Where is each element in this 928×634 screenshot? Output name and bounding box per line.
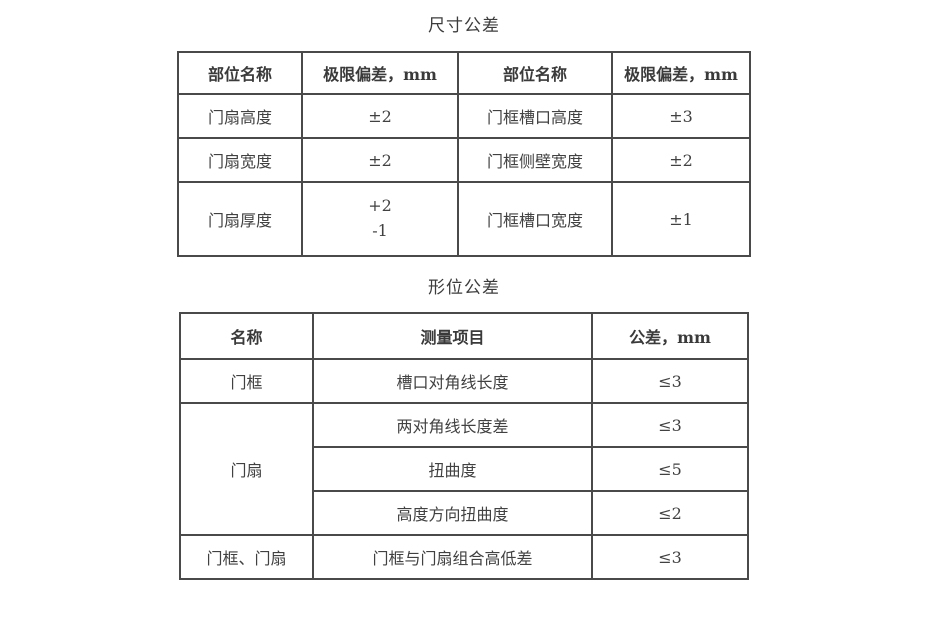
table-row: 门扇宽度 ±2 门框侧壁宽度 ±2 [177,137,751,183]
cell-part-name: 门框侧壁宽度 [457,137,613,183]
cell-measure-item: 槽口对角线长度 [312,358,593,404]
table-row: 门扇高度 ±2 门框槽口高度 ±3 [177,93,751,139]
cell-measure-item: 高度方向扭曲度 [312,490,593,536]
cell-measure-item: 门框与门扇组合高低差 [312,534,593,580]
col-header-name: 名称 [179,312,314,360]
cell-measure-item: 两对角线长度差 [312,402,593,448]
table-row: 门框 槽口对角线长度 ≤3 [179,358,749,404]
cell-group-door-leaf: 门扇 [179,402,314,536]
cell-deviation: ±2 [301,93,459,139]
cell-deviation: ±1 [611,181,751,257]
cell-group-door-frame: 门框 [179,358,314,404]
cell-part-name: 门框槽口宽度 [457,181,613,257]
form-position-tolerance-table: 名称 测量项目 公差，mm 门框 槽口对角线长度 ≤3 门扇 两对角线长度差 ≤… [179,312,749,580]
cell-tolerance: ≤5 [591,446,749,492]
cell-part-name: 门扇高度 [177,93,303,139]
col-header-part-name: 部位名称 [177,51,303,95]
table-header-row: 部位名称 极限偏差，mm 部位名称 极限偏差，mm [177,51,751,95]
cell-tolerance: ≤3 [591,534,749,580]
cell-part-name: 门框槽口高度 [457,93,613,139]
cell-tolerance: ≤3 [591,402,749,448]
col-header-measure-item: 测量项目 [312,312,593,360]
cell-deviation: ±3 [611,93,751,139]
table-header-row: 名称 测量项目 公差，mm [179,312,749,360]
deviation-upper-value: +2 [368,196,392,216]
cell-measure-item: 扭曲度 [312,446,593,492]
cell-group-frame-and-leaf: 门框、门扇 [179,534,314,580]
col-header-limit-deviation-2: 极限偏差，mm [611,51,751,95]
col-header-part-name-2: 部位名称 [457,51,613,95]
col-header-tolerance: 公差，mm [591,312,749,360]
table-row: 扭曲度 ≤5 [180,446,749,492]
section-title-dimensional-tolerance: 尺寸公差 [428,16,500,36]
section-title-form-position-tolerance: 形位公差 [428,278,500,298]
table-row: 门扇厚度 +2 -1 门框槽口宽度 ±1 [177,181,751,257]
col-header-limit-deviation: 极限偏差，mm [301,51,459,95]
table-row: 门框、门扇 门框与门扇组合高低差 ≤3 [179,534,749,580]
cell-tolerance: ≤3 [591,358,749,404]
cell-part-name: 门扇厚度 [177,181,303,257]
cell-deviation: ±2 [611,137,751,183]
cell-deviation-stacked: +2 -1 [301,181,459,257]
table-row: 门扇 两对角线长度差 ≤3 [179,402,749,536]
cell-part-name: 门扇宽度 [177,137,303,183]
cell-deviation: ±2 [301,137,459,183]
cell-tolerance: ≤2 [591,490,749,536]
deviation-lower-value: -1 [372,221,388,240]
table-row: 高度方向扭曲度 ≤2 [180,490,749,536]
dimensional-tolerance-table: 部位名称 极限偏差，mm 部位名称 极限偏差，mm 门扇高度 ±2 门框槽口高度… [177,51,751,257]
